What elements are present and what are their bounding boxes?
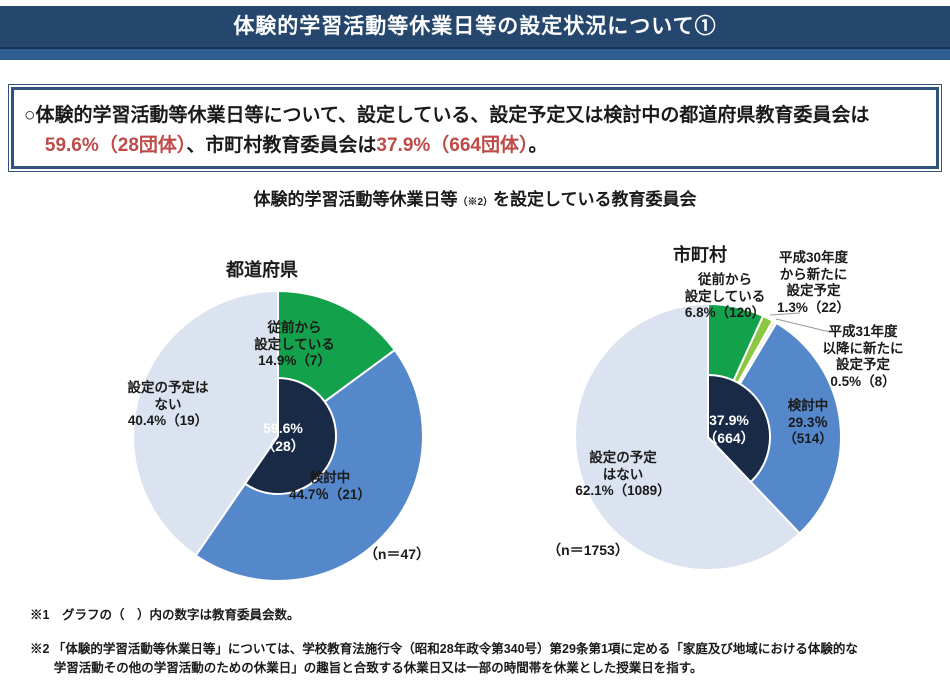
- summary-suffix: 。: [528, 135, 548, 156]
- summary-highlight-prefectures: 59.6%（28団体）: [44, 135, 187, 156]
- pie-title-prefectures: 都道府県: [226, 260, 298, 280]
- page-title: 体験的学習活動等休業日等の設定状況について①: [233, 15, 717, 38]
- summary-highlight-municipalities: 37.9%（664団体）: [376, 135, 529, 156]
- center-label-prefectures: 59.6% （28）: [261, 420, 305, 454]
- pie-1-leader-line-1: [775, 318, 831, 333]
- n-label-municipalities: （n＝1753）: [547, 542, 629, 558]
- slice-label-pref-established: 従前から 設定している 14.9%（7）: [254, 320, 335, 368]
- center-label-municipalities: 37.9% （664）: [703, 412, 755, 446]
- summary-prefix: ○体験的学習活動等休業日等について、設定している、設定予定又は検討中の都道府県教…: [24, 105, 870, 126]
- pie-0-slice-2: [132, 290, 279, 557]
- chart-title-note-ref: （※2）: [457, 197, 494, 208]
- slice-label-pref-considering: 検討中 44.7％（21）: [289, 470, 371, 502]
- pie-1-leader-line-0: [769, 312, 801, 316]
- chart-title-main: 体験的学習活動等休業日等: [253, 190, 458, 209]
- pie-1-center-sector: [707, 374, 771, 483]
- chart-title-tail: を設定している教育委員会: [493, 190, 697, 209]
- header-bar: 体験的学習活動等休業日等の設定状況について①: [0, 6, 950, 47]
- footnote-1: ※1 グラフの（ ）内の数字は教育委員会数。: [30, 608, 300, 622]
- summary-text: ○体験的学習活動等休業日等について、設定している、設定予定又は検討中の都道府県教…: [24, 101, 924, 161]
- summary-box: ○体験的学習活動等休業日等について、設定している、設定予定又は検討中の都道府県教…: [8, 84, 942, 172]
- n-label-prefectures: （n＝47）: [363, 546, 431, 562]
- slice-label-muni-h31-plan: 平成31年度 以降に新たに 設定予定 0.5%（8）: [822, 324, 904, 389]
- pie-1-slice-4: [574, 303, 801, 571]
- footnote-2: ※2 「体験的学習活動等休業日等」については、学校教育法施行令（昭和28年政令第…: [30, 642, 858, 675]
- summary-box-inner: ○体験的学習活動等休業日等について、設定している、設定予定又は検討中の都道府県教…: [11, 87, 939, 169]
- slice-label-muni-established: 従前から 設定している 6.8%（120）: [684, 272, 766, 320]
- chart-title: 体験的学習活動等休業日等（※2）を設定している教育委員会: [0, 185, 950, 210]
- slice-label-muni-considering: 検討中 29.3％ （514）: [783, 398, 833, 446]
- slice-label-muni-h30-plan: 平成30年度 から新たに 設定予定 1.3%（22）: [777, 250, 850, 315]
- summary-middle: 、市町村教育委員会は: [186, 135, 377, 156]
- pie-title-municipalities: 市町村: [673, 245, 727, 265]
- slice-label-pref-no-plan: 設定の予定は ない 40.4%（19）: [127, 380, 209, 428]
- pie-1-slice-3: [707, 321, 842, 535]
- header-accent-strip: [0, 47, 950, 60]
- slice-label-muni-no-plan: 設定の予定 はない 62.1%（1089）: [575, 450, 671, 498]
- pie-0-center-sector: [244, 377, 337, 495]
